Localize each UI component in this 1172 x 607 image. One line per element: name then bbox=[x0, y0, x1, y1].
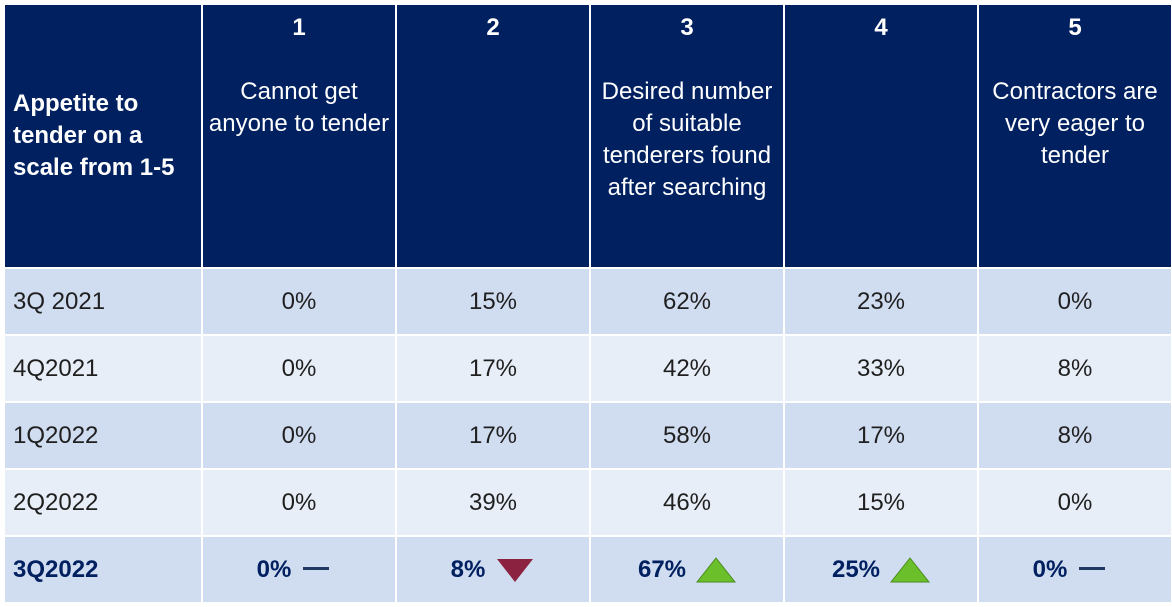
table-cell: 17% bbox=[783, 401, 979, 470]
row-label: 4Q2021 bbox=[3, 334, 203, 403]
table-cell: 17% bbox=[395, 334, 591, 403]
trend-up-icon bbox=[696, 556, 737, 583]
trend-flat-shape bbox=[303, 566, 330, 570]
table-cell: 67% bbox=[589, 535, 785, 604]
table-cell: 58% bbox=[589, 401, 785, 470]
table-cell: 0% bbox=[977, 468, 1172, 537]
cell-value: 0% bbox=[256, 555, 292, 583]
row-header-label: Appetite to tender on a scale from 1-5 bbox=[3, 3, 203, 269]
cell-value: 8% bbox=[450, 555, 486, 583]
table-cell: 0% bbox=[977, 267, 1172, 336]
column-header-4: 4 bbox=[783, 3, 979, 269]
table-cell: 8% bbox=[395, 535, 591, 604]
column-number: 1 bbox=[292, 14, 306, 41]
table-cell: 0% bbox=[201, 401, 397, 470]
table-cell: 42% bbox=[589, 334, 785, 403]
table-row: 2Q2022 0% 39% 46% 15% 0% bbox=[3, 468, 1172, 537]
column-header-5: 5 Contractors are very eager to tender bbox=[977, 3, 1172, 269]
cell-value: 25% bbox=[831, 555, 881, 583]
table-cell: 0% bbox=[201, 334, 397, 403]
trend-up-shape bbox=[890, 556, 931, 582]
trend-flat-shape bbox=[1079, 566, 1106, 570]
table-cell: 0% bbox=[201, 535, 397, 604]
trend-up-icon bbox=[890, 556, 931, 583]
cell-value: 67% bbox=[637, 555, 687, 583]
trend-down-icon bbox=[495, 557, 535, 583]
table-cell: 23% bbox=[783, 267, 979, 336]
trend-flat-icon bbox=[1077, 557, 1117, 583]
row-label: 3Q 2021 bbox=[3, 267, 203, 336]
row-label: 2Q2022 bbox=[3, 468, 203, 537]
column-description: Contractors are very eager to tender bbox=[992, 78, 1158, 169]
column-header-3: 3 Desired number of suitable tenderers f… bbox=[589, 3, 785, 269]
trend-up-shape bbox=[696, 556, 737, 582]
column-number: 3 bbox=[680, 14, 694, 41]
table-cell: 8% bbox=[977, 334, 1172, 403]
column-number: 5 bbox=[1068, 14, 1082, 41]
appetite-table: Appetite to tender on a scale from 1-5 1… bbox=[3, 3, 1172, 604]
table-cell: 0% bbox=[201, 468, 397, 537]
table-cell: 8% bbox=[977, 401, 1172, 470]
table-cell: 15% bbox=[783, 468, 979, 537]
cell-value: 0% bbox=[1032, 555, 1068, 583]
table-cell: 62% bbox=[589, 267, 785, 336]
row-label: 1Q2022 bbox=[3, 401, 203, 470]
table-row: 4Q2021 0% 17% 42% 33% 8% bbox=[3, 334, 1172, 403]
table-row: 1Q2022 0% 17% 58% 17% 8% bbox=[3, 401, 1172, 470]
table-cell: 25% bbox=[783, 535, 979, 604]
table-row-latest: 3Q2022 0% 8% 67% 25% 0% bbox=[3, 535, 1172, 604]
trend-down-shape bbox=[497, 558, 534, 582]
table-cell: 0% bbox=[977, 535, 1172, 604]
column-header-1: 1 Cannot get anyone to tender bbox=[201, 3, 397, 269]
trend-flat-icon bbox=[301, 557, 341, 583]
table-cell: 15% bbox=[395, 267, 591, 336]
column-header-2: 2 bbox=[395, 3, 591, 269]
table-cell: 33% bbox=[783, 334, 979, 403]
table-cell: 0% bbox=[201, 267, 397, 336]
column-number: 2 bbox=[486, 14, 500, 41]
table-cell: 17% bbox=[395, 401, 591, 470]
column-number: 4 bbox=[874, 14, 888, 41]
table-cell: 46% bbox=[589, 468, 785, 537]
row-label: 3Q2022 bbox=[3, 535, 203, 604]
table-cell: 39% bbox=[395, 468, 591, 537]
column-description: Cannot get anyone to tender bbox=[208, 78, 390, 137]
column-description: Desired number of suitable tenderers fou… bbox=[601, 78, 773, 201]
table-row: 3Q 2021 0% 15% 62% 23% 0% bbox=[3, 267, 1172, 336]
header-row: Appetite to tender on a scale from 1-5 1… bbox=[3, 3, 1172, 269]
